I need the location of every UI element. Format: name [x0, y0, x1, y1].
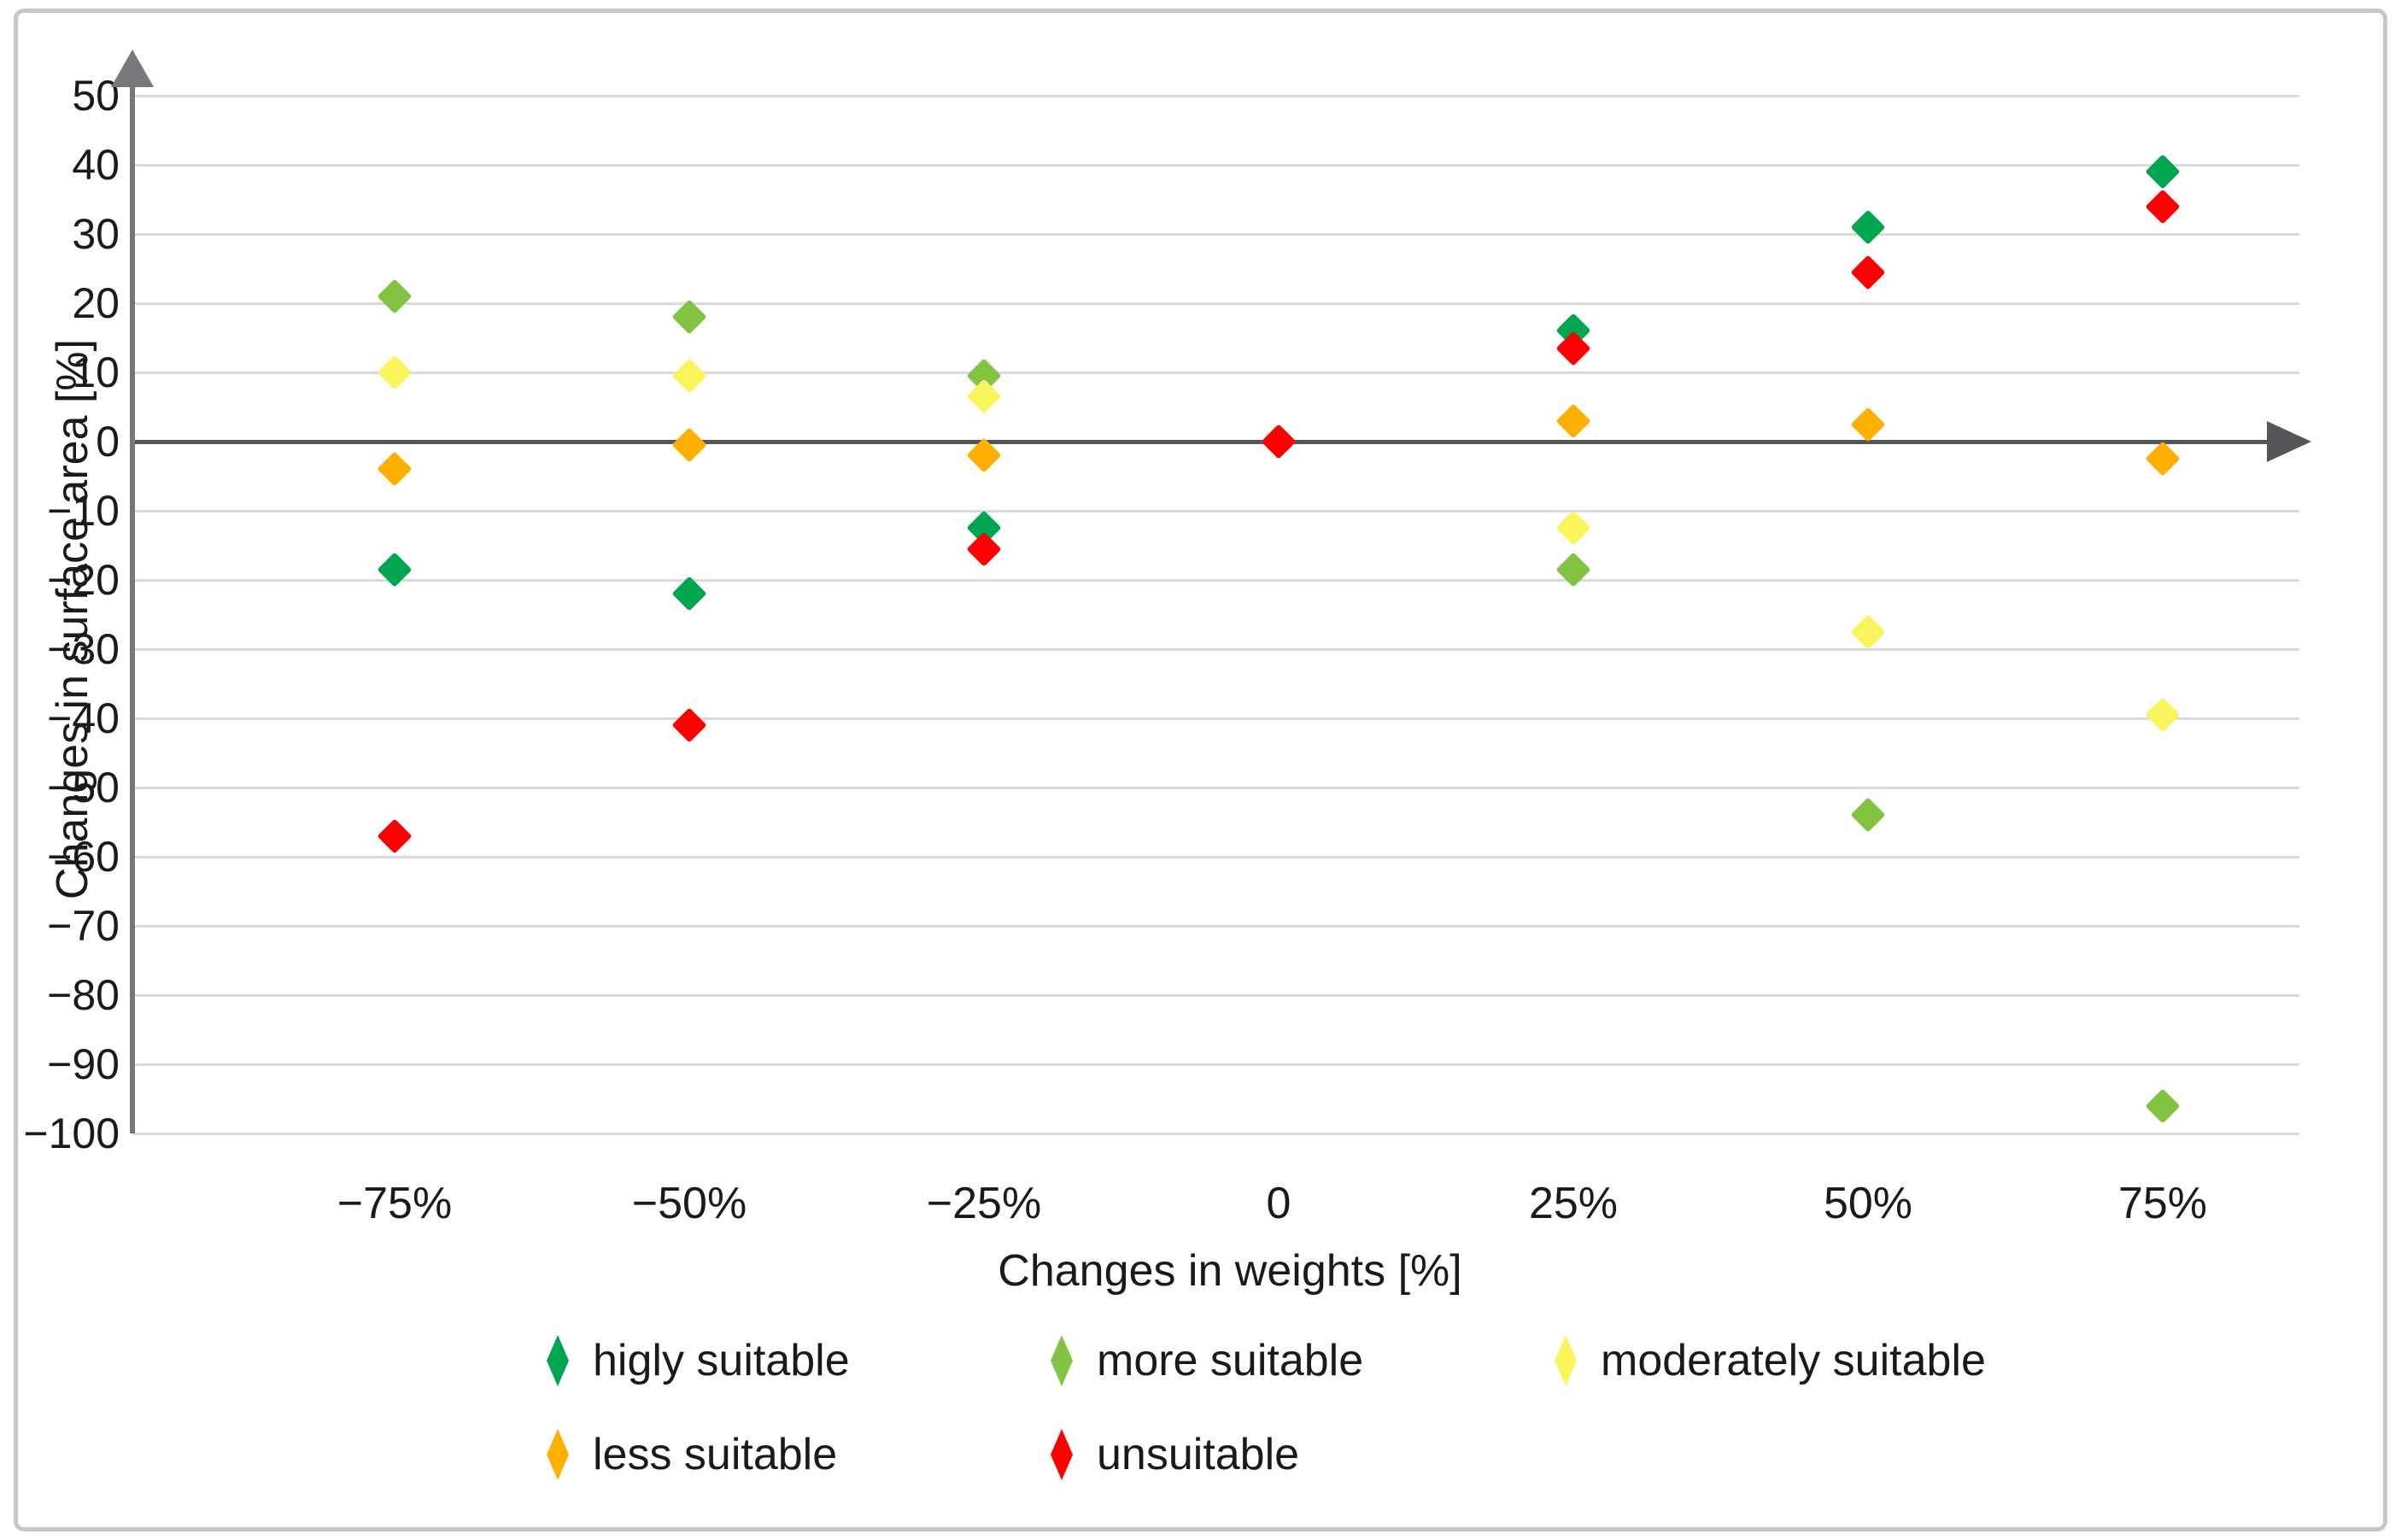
y-axis-arrow: [111, 50, 154, 87]
y-tick-label: −20: [47, 556, 120, 604]
data-point-unsuitable: [966, 531, 1002, 567]
y-tick-label: −70: [47, 902, 120, 950]
legend-marker-unsuitable-icon: [1051, 1429, 1073, 1480]
x-tick-label: 75%: [2117, 1179, 2208, 1228]
legend-label: higly suitable: [593, 1336, 850, 1385]
data-point-unsuitable: [2145, 189, 2181, 225]
gridline: [132, 578, 2299, 582]
legend-label: unsuitable: [1097, 1430, 1300, 1479]
data-point-more-suitable: [1555, 552, 1591, 588]
data-point-moderately-suitable: [377, 354, 413, 390]
gridline: [132, 993, 2299, 997]
y-tick-label: 0: [96, 418, 120, 466]
x-tick-label: 25%: [1528, 1179, 1619, 1228]
data-point-more-suitable: [2145, 1088, 2181, 1124]
y-tick-label: −80: [47, 971, 120, 1019]
y-tick-label: −90: [47, 1040, 120, 1088]
y-tick-label: 10: [72, 348, 120, 396]
y-tick-label: −30: [47, 625, 120, 673]
y-tick-label: −10: [47, 487, 120, 535]
data-point-moderately-suitable: [1850, 614, 1886, 650]
y-axis-line: [130, 82, 135, 1133]
gridline: [132, 786, 2299, 789]
data-point-unsuitable: [1850, 255, 1886, 290]
data-point-less-suitable: [671, 427, 707, 463]
legend-marker-more-suitable-icon: [1051, 1335, 1073, 1386]
gridline: [132, 509, 2299, 512]
x-axis-line: [132, 439, 2267, 444]
x-tick-label: 0: [1266, 1179, 1291, 1228]
y-tick-label: −60: [47, 833, 120, 881]
figure-border: [14, 9, 2387, 1531]
data-point-more-suitable: [1850, 797, 1886, 833]
gridline: [132, 302, 2299, 305]
legend-item-unsuitable: unsuitable: [1051, 1429, 1299, 1480]
data-point-less-suitable: [1555, 403, 1591, 439]
legend-label: moderately suitable: [1601, 1336, 1986, 1385]
y-tick-label: 30: [72, 210, 120, 258]
data-point-higly-suitable: [671, 576, 707, 612]
y-tick-label: −50: [47, 764, 120, 811]
gridline: [132, 232, 2299, 236]
data-point-higly-suitable: [377, 552, 413, 588]
gridline: [132, 1063, 2299, 1066]
data-point-less-suitable: [377, 451, 413, 487]
gridline: [132, 855, 2299, 858]
y-tick-label: 50: [72, 72, 120, 120]
data-point-higly-suitable: [1850, 209, 1886, 245]
data-point-unsuitable: [1261, 424, 1297, 460]
y-tick-label: −100: [23, 1110, 120, 1157]
data-point-unsuitable: [377, 818, 413, 854]
data-point-more-suitable: [377, 278, 413, 314]
data-point-moderately-suitable: [966, 378, 1002, 414]
gridline: [132, 924, 2299, 928]
legend-label: less suitable: [593, 1430, 838, 1479]
gridline: [132, 717, 2299, 720]
legend-item-moderately-suitable: moderately suitable: [1555, 1335, 1986, 1386]
y-tick-label: 40: [72, 141, 120, 189]
gridline: [132, 94, 2299, 97]
legend-item-more-suitable: more suitable: [1051, 1335, 1363, 1386]
data-point-more-suitable: [671, 299, 707, 335]
data-point-less-suitable: [2145, 441, 2181, 477]
gridline: [132, 163, 2299, 167]
legend-item-less-suitable: less suitable: [547, 1429, 837, 1480]
data-point-unsuitable: [671, 707, 707, 743]
x-axis-title: Changes in weights [%]: [998, 1246, 1462, 1296]
y-tick-label: 20: [72, 279, 120, 327]
data-point-moderately-suitable: [1555, 510, 1591, 546]
x-tick-label: −25%: [926, 1179, 1042, 1228]
x-tick-label: −75%: [337, 1179, 453, 1228]
gridline: [132, 371, 2299, 374]
legend-marker-less-suitable-icon: [547, 1429, 569, 1480]
data-point-moderately-suitable: [671, 358, 707, 394]
data-point-less-suitable: [1850, 407, 1886, 442]
legend-item-higly-suitable: higly suitable: [547, 1335, 850, 1386]
data-point-moderately-suitable: [2145, 697, 2181, 733]
gridline: [132, 647, 2299, 651]
x-tick-label: 50%: [1823, 1179, 1913, 1228]
y-tick-label: −40: [47, 694, 120, 742]
x-axis-arrow: [2267, 421, 2311, 462]
x-tick-label: −50%: [631, 1179, 747, 1228]
legend-label: more suitable: [1097, 1336, 1364, 1385]
data-point-higly-suitable: [2145, 154, 2181, 190]
gridline: [132, 1132, 2299, 1135]
legend-marker-moderately-suitable-icon: [1555, 1335, 1577, 1386]
y-axis-title: Changes in surface area [%]: [48, 338, 97, 900]
legend-marker-higly-suitable-icon: [547, 1335, 569, 1386]
